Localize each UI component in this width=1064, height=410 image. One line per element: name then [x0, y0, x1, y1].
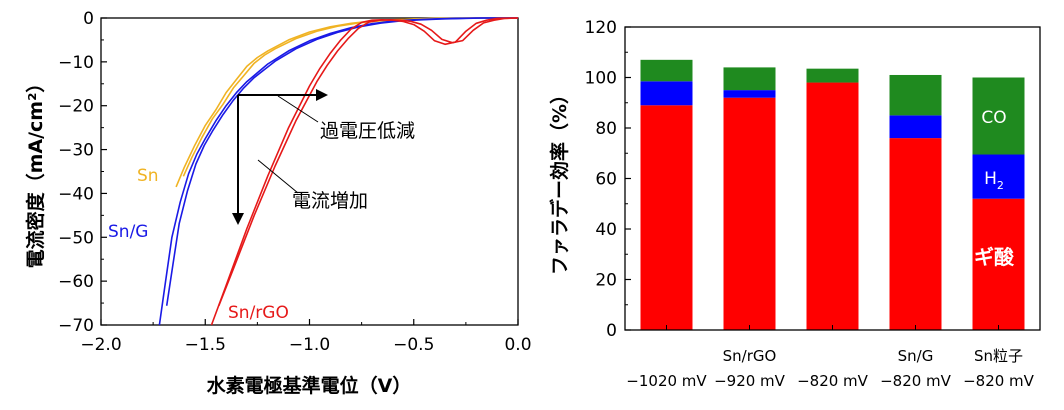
lsv-x-tick-label: −0.5 — [393, 335, 434, 355]
bar-segment-h2 — [640, 81, 693, 106]
lsv-series-line-sn — [175, 17, 518, 188]
bar-segment-h2 — [889, 115, 942, 139]
lsv-series-line-sn-g-return-scan — [165, 17, 518, 306]
bar-segment-co — [806, 68, 859, 83]
lsv-y-axis-title: 電流密度（mA/cm²） — [24, 74, 47, 269]
current-leader-line — [257, 159, 299, 194]
bar-y-tick-label: 60 — [595, 170, 617, 190]
current-annotation: 電流増加 — [292, 190, 368, 212]
lsv-y-tick-label: −60 — [58, 272, 94, 292]
overpotential-arrow — [238, 89, 328, 101]
lsv-y-tick-label: −40 — [58, 184, 94, 204]
lsv-x-axis-title: 水素電極基準電位（V） — [207, 374, 412, 397]
lsv-y-tick-label: −10 — [58, 53, 94, 73]
lsv-y-tick-label: −20 — [58, 97, 94, 117]
bar-segment-formic-acid — [972, 198, 1025, 330]
lsv-x-tick-label: 0.0 — [504, 335, 531, 355]
series-label-sn-g: Sn/G — [108, 222, 148, 242]
bar-y-axis-title: ファラデー効率（%） — [548, 85, 571, 275]
bar-category-label-top: Sn/rGO — [723, 347, 777, 365]
lsv-x-tick-label: −2.0 — [80, 335, 121, 355]
bar-segment-formic-acid — [806, 82, 859, 330]
lsv-series-line-sn-g — [158, 17, 518, 326]
lsv-x-tick-label: −1.0 — [289, 335, 330, 355]
lsv-line-chart: −2.0 −1.5 −1.0 −0.5 0.0 0 −10 −20 −30 −40 −50 −60 −7… — [24, 9, 532, 397]
bar-label-h2: H2 — [984, 169, 1004, 192]
lsv-plot-frame — [100, 17, 519, 326]
lsv-y-tick-label: 0 — [83, 9, 94, 29]
lsv-y-tick-label: −70 — [58, 316, 94, 336]
lsv-series-line-sn-rgo-return-scan — [218, 17, 519, 307]
series-label-sn-rgo: Sn/rGO — [228, 303, 289, 323]
current-arrow — [232, 95, 244, 225]
bar-segment-co — [889, 74, 942, 116]
bar-y-tick-label: 100 — [585, 69, 617, 89]
bar-segment-formic-acid — [723, 97, 776, 330]
bar-category-label-top: Sn粒子 — [974, 347, 1023, 365]
bar-segment-co — [972, 77, 1025, 155]
bar-segment-formic-acid — [640, 105, 693, 331]
bar-category-label-bottom: −820 mV — [880, 372, 952, 390]
bar-segment-h2 — [723, 90, 776, 98]
bar-label-h2-main: H — [984, 169, 997, 189]
bar-segment-formic-acid — [889, 138, 942, 330]
lsv-axis-ticks: −2.0 −1.5 −1.0 −0.5 0.0 0 −10 −20 −30 −40 −50 −60 −7… — [58, 9, 531, 355]
series-label-sn: Sn — [137, 166, 159, 186]
lsv-series-line-sn-rgo — [210, 17, 519, 326]
faradaic-efficiency-bar-chart: −1020 mV Sn/rGO −920 mV −820 mV Sn/G −820 mV S… — [548, 18, 1041, 390]
bar-category-label-bottom: −1020 mV — [626, 372, 707, 390]
bar-y-tick-label: 120 — [585, 18, 617, 38]
bar-category-label-bottom: −920 mV — [714, 372, 786, 390]
bar-category-label-bottom: −820 mV — [963, 372, 1035, 390]
lsv-series-group — [158, 17, 519, 326]
overpotential-annotation: 過電圧低減 — [320, 120, 415, 142]
lsv-y-tick-label: −30 — [58, 141, 94, 161]
bar-label-co: CO — [981, 108, 1006, 128]
lsv-x-tick-label: −1.5 — [185, 335, 226, 355]
bar-group — [640, 59, 1025, 331]
bar-label-formic-acid: ギ酸 — [974, 245, 1015, 269]
bar-category-label-top: Sn/G — [898, 347, 934, 365]
bar-category-label-bottom: −820 mV — [797, 372, 869, 390]
bar-y-tick-label: 40 — [595, 220, 617, 240]
bar-label-h2-sub: 2 — [997, 179, 1004, 192]
overpotential-leader-line — [277, 95, 319, 123]
bar-y-tick-label: 0 — [606, 321, 617, 341]
lsv-y-tick-label: −50 — [58, 228, 94, 248]
bar-segment-co — [723, 67, 776, 91]
bar-axis-ticks: −1020 mV Sn/rGO −920 mV −820 mV Sn/G −820 mV S… — [585, 18, 1035, 390]
bar-segment-h2 — [972, 154, 1025, 199]
bar-segment-co — [640, 59, 693, 82]
bar-y-tick-label: 20 — [595, 271, 617, 291]
bar-y-tick-label: 80 — [595, 119, 617, 139]
